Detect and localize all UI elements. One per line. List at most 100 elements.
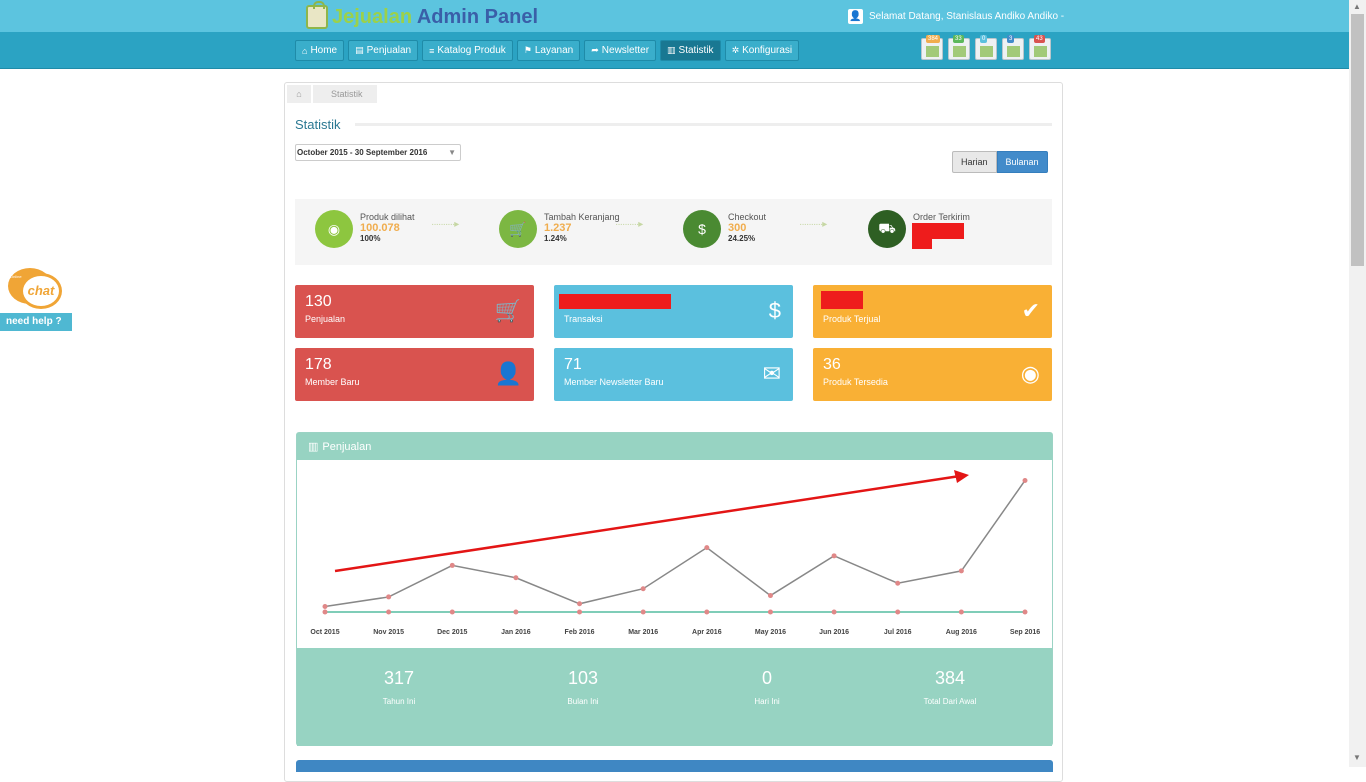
truck-icon: ⛟ [868, 210, 906, 248]
nav-katalog-produk[interactable]: ≡ Katalog Produk [422, 40, 513, 61]
redacted-value [912, 237, 932, 249]
harian-button[interactable]: Harian [952, 151, 997, 173]
scroll-up-arrow-icon[interactable]: ▲ [1353, 2, 1361, 11]
tile-label: Member Newsletter Baru [564, 377, 664, 387]
notification-icon[interactable]: 33 [948, 35, 970, 60]
breadcrumb: ⌂ Statistik [287, 85, 377, 103]
data-point[interactable] [831, 609, 837, 615]
stat-value: 317 [383, 668, 415, 688]
x-tick-label: Nov 2015 [373, 629, 404, 636]
stat-item: 317 Tahun Ini [334, 668, 464, 706]
data-point[interactable] [513, 575, 519, 581]
nav-newsletter[interactable]: ➦ Newsletter [584, 40, 657, 61]
nav-konfigurasi[interactable]: ✲ Konfigurasi [724, 40, 800, 61]
data-point[interactable] [577, 609, 583, 615]
notification-icons: 384 33 0 3 43 [921, 35, 1056, 60]
notification-icon[interactable]: 0 [975, 35, 997, 60]
home-icon: ⌂ [302, 45, 308, 56]
nav-label: Penjualan [366, 45, 412, 56]
notification-image [980, 46, 993, 57]
cart-icon: 🛒 [499, 210, 537, 248]
data-point[interactable] [1022, 609, 1028, 615]
data-point[interactable] [958, 568, 964, 574]
nav-layanan[interactable]: ⚑ Layanan [516, 40, 581, 61]
tile-transaksi[interactable]: Transaksi $ [554, 285, 793, 338]
x-tick-label: May 2016 [755, 629, 786, 636]
chat-bubble-front: chat now [20, 273, 62, 328]
data-point[interactable] [513, 609, 519, 615]
stat-label: Hari Ini [754, 697, 780, 706]
tile-label: Produk Terjual [823, 314, 881, 324]
notification-count: 3 [1007, 35, 1015, 43]
data-point[interactable] [386, 609, 392, 615]
period-toggle: Harian Bulanan [952, 151, 1048, 173]
nav-label: Statistik [678, 45, 714, 56]
funnel-step: $ Checkout 300 24.25% [683, 210, 766, 248]
share-icon: ➦ [591, 45, 599, 55]
stat-item: 103 Bulan Ini [518, 668, 648, 706]
nav-penjualan[interactable]: ▤ Penjualan [348, 40, 419, 61]
data-point[interactable] [386, 594, 392, 600]
data-point[interactable] [895, 609, 901, 615]
user-menu[interactable]: 👤 Selamat Datang, Stanislaus Andiko Andi… [848, 9, 1064, 24]
tile-label: Produk Tersedia [823, 377, 888, 387]
notification-icon[interactable]: 3 [1002, 35, 1024, 60]
redacted-value [912, 223, 964, 239]
data-point[interactable] [958, 609, 964, 615]
logo[interactable]: Jejualan Admin Panel [306, 1, 538, 30]
redacted-value [821, 291, 863, 309]
add-user-icon: 👤 [494, 361, 522, 386]
data-point[interactable] [704, 545, 710, 551]
data-point[interactable] [322, 604, 328, 610]
funnel-label: Checkout [728, 212, 767, 222]
scroll-down-arrow-icon[interactable]: ▼ [1353, 753, 1361, 762]
bulanan-button[interactable]: Bulanan [996, 151, 1048, 173]
data-point[interactable] [449, 609, 455, 615]
conversion-funnel: ◉ Produk dilihat 100.078 100% ··········▸ 🛒 Ta… [295, 199, 1052, 265]
data-point[interactable] [322, 609, 328, 615]
data-point[interactable] [449, 562, 455, 568]
data-point[interactable] [767, 593, 773, 599]
list-icon: ≡ [429, 45, 435, 56]
notification-image [1034, 46, 1047, 57]
chat-online-text: Online [10, 274, 22, 279]
tile-member-newsletter-baru[interactable]: 71 Member Newsletter Baru ✉ [554, 348, 793, 401]
nav-statistik[interactable]: ▥ Statistik [660, 40, 721, 61]
tile-label: Transaksi [564, 314, 603, 324]
data-point[interactable] [1022, 477, 1028, 483]
notification-icon[interactable]: 384 [921, 35, 943, 60]
nav-home[interactable]: ⌂ Home [295, 40, 345, 61]
data-point[interactable] [640, 609, 646, 615]
nav-label: Katalog Produk [437, 45, 506, 56]
chat-widget[interactable]: chat now Online need help ? [0, 266, 74, 336]
x-tick-label: Jul 2016 [884, 629, 912, 636]
funnel-percent: 1.24% [544, 234, 567, 243]
stat-value: 384 [934, 668, 966, 688]
tile-produk-tersedia[interactable]: 36 Produk Tersedia ◉ [813, 348, 1052, 401]
funnel-label: Order Terkirim [913, 212, 970, 222]
data-point[interactable] [895, 580, 901, 586]
shopping-bag-icon [306, 1, 328, 29]
scroll-thumb[interactable] [1351, 14, 1364, 266]
statistics-panel: ⌂ Statistik Statistik October 2015 - 30 … [284, 82, 1063, 782]
data-point[interactable] [767, 609, 773, 615]
home-icon[interactable]: ⌂ [287, 85, 311, 103]
data-point[interactable] [577, 601, 583, 607]
gear-icon: ✲ [731, 45, 740, 55]
data-point[interactable] [831, 553, 837, 559]
tile-member-baru[interactable]: 178 Member Baru 👤 [295, 348, 534, 401]
notification-icon[interactable]: 43 [1029, 35, 1051, 60]
breadcrumb-current: Statistik [313, 85, 377, 103]
data-point[interactable] [704, 609, 710, 615]
funnel-arrow-icon: ··········▸ [615, 219, 643, 230]
funnel-arrow-icon: ··········▸ [799, 219, 827, 230]
need-help-button[interactable]: need help ? [0, 313, 72, 331]
tile-penjualan[interactable]: 130 Penjualan 🛒 [295, 285, 534, 338]
date-range-select[interactable]: October 2015 - 30 September 2016 ▼ [295, 144, 461, 161]
eye-icon: ◉ [1020, 361, 1040, 386]
nav-menu: ⌂ Home ▤ Penjualan ≡ Katalog Produk ⚑ Layanan ➦ N… [295, 40, 803, 61]
scrollbar[interactable]: ▲ ▼ [1349, 0, 1366, 767]
tile-value: 36 [823, 356, 841, 373]
sales-chart-panel: ▥ Penjualan Oct 2015 Nov 2015 Dec 2015 Jan … [296, 432, 1053, 746]
data-point[interactable] [640, 586, 646, 592]
